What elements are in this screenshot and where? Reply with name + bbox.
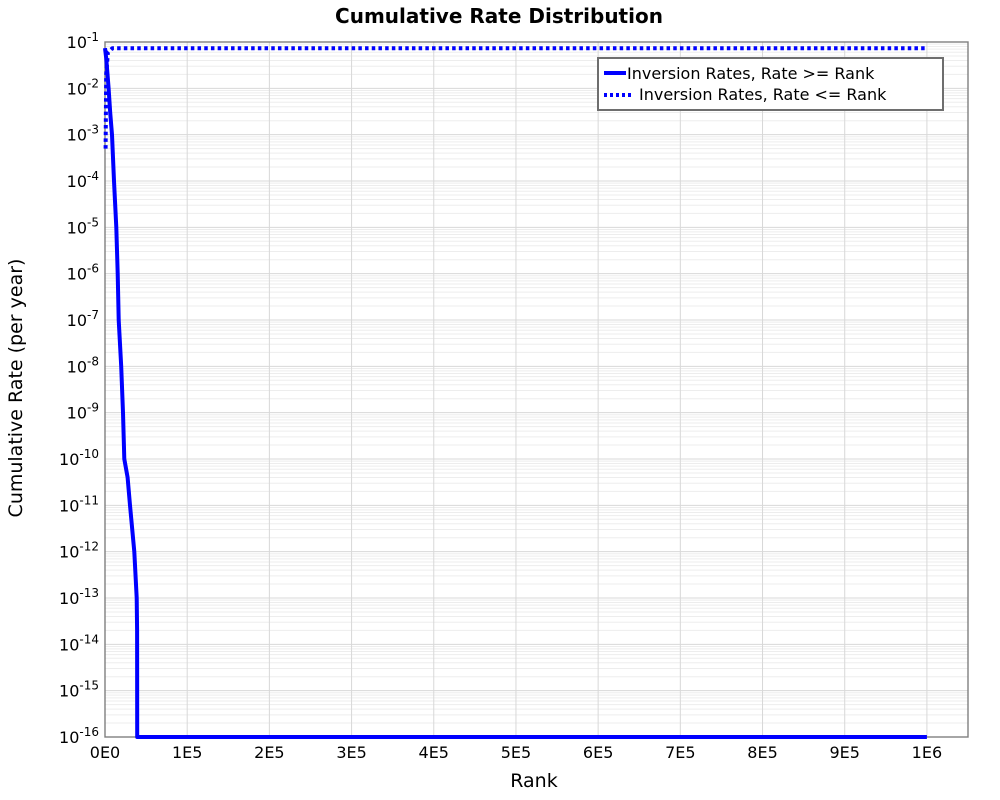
x-tick-labels: 0E0 1E5 2E5 3E5 4E5 5E5 6E5 7E5 8E5 9E5 1E6 xyxy=(90,743,942,762)
x-tick-label: 8E5 xyxy=(747,743,777,762)
y-tick-label: 10-10 xyxy=(59,447,99,469)
chart-title: Cumulative Rate Distribution xyxy=(335,4,663,28)
y-tick-label: 10-15 xyxy=(59,679,99,701)
y-tick-label: 10-6 xyxy=(67,262,99,284)
y-tick-label: 10-13 xyxy=(59,586,99,608)
x-tick-label: 7E5 xyxy=(665,743,695,762)
solid-line-icon xyxy=(604,71,626,76)
y-axis-label: Cumulative Rate (per year) xyxy=(5,259,27,518)
x-tick-label: 5E5 xyxy=(501,743,531,762)
legend-label: Inversion Rates, Rate <= Rank xyxy=(639,84,887,104)
y-tick-labels: 10-1 10-2 10-3 10-4 10-5 10-6 10-7 10-8 10-9 10-1… xyxy=(59,30,99,747)
x-tick-label: 6E5 xyxy=(583,743,613,762)
legend-entry: Inversion Rates, Rate <= Rank xyxy=(604,86,938,104)
dotted-line-icon xyxy=(604,92,633,97)
y-tick-label: 10-16 xyxy=(59,725,99,747)
y-tick-label: 10-1 xyxy=(67,30,99,52)
y-tick-label: 10-14 xyxy=(59,632,99,654)
x-tick-label: 1E5 xyxy=(172,743,202,762)
grid-major-lines xyxy=(105,42,968,737)
y-tick-label: 10-3 xyxy=(67,123,99,145)
y-tick-label: 10-11 xyxy=(59,493,99,515)
legend-label: Inversion Rates, Rate >= Rank xyxy=(627,63,875,83)
series-dotted-line xyxy=(103,46,927,149)
series-solid-line xyxy=(103,47,927,739)
x-tick-label: 1E6 xyxy=(912,743,942,762)
legend: Inversion Rates, Rate >= Rank Inversion … xyxy=(597,57,944,111)
x-tick-label: 9E5 xyxy=(829,743,859,762)
y-tick-label: 10-4 xyxy=(67,169,99,191)
y-tick-label: 10-12 xyxy=(59,540,99,562)
grid-minor-lines xyxy=(105,43,968,724)
x-tick-label: 3E5 xyxy=(336,743,366,762)
y-tick-label: 10-5 xyxy=(67,215,99,237)
legend-entry: Inversion Rates, Rate >= Rank xyxy=(604,63,938,83)
y-tick-label: 10-9 xyxy=(67,401,99,423)
y-tick-label: 10-2 xyxy=(67,76,99,98)
series-lines xyxy=(103,46,927,739)
y-tick-label: 10-8 xyxy=(67,354,99,376)
y-tick-label: 10-7 xyxy=(67,308,99,330)
x-tick-label: 2E5 xyxy=(254,743,284,762)
x-axis-label: Rank xyxy=(510,770,557,792)
plot-frame xyxy=(104,41,969,738)
x-tick-label: 0E0 xyxy=(90,743,120,762)
x-tick-label: 4E5 xyxy=(419,743,449,762)
